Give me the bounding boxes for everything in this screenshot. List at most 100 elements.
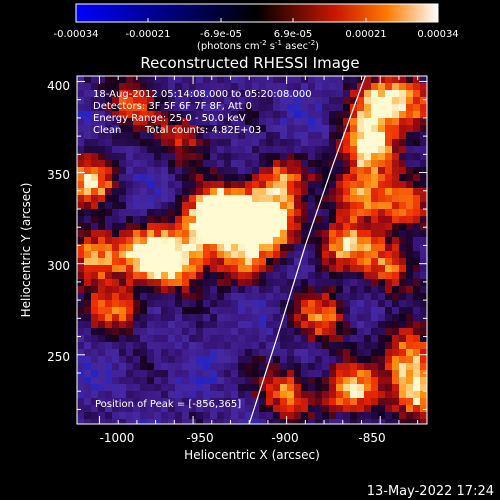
image-pixel [287,97,294,104]
image-pixel [210,307,217,314]
image-pixel [182,167,189,174]
image-pixel [308,146,315,153]
image-pixel [217,153,224,160]
image-pixel [294,160,301,167]
image-pixel [294,370,301,377]
image-pixel [266,412,273,419]
image-pixel [84,83,91,90]
image-pixel [231,272,238,279]
image-pixel [203,328,210,335]
image-pixel [280,104,287,111]
image-pixel [357,202,364,209]
image-pixel [266,307,273,314]
image-pixel [308,125,315,132]
image-pixel [392,384,399,391]
image-pixel [154,293,161,300]
image-pixel [112,181,119,188]
image-pixel [231,174,238,181]
image-pixel [238,251,245,258]
image-pixel [133,118,140,125]
image-pixel [420,237,427,244]
image-pixel [245,237,252,244]
image-pixel [154,132,161,139]
image-pixel [280,139,287,146]
image-pixel [252,76,259,83]
image-pixel [77,83,84,90]
image-pixel [126,195,133,202]
image-pixel [196,104,203,111]
image-pixel [168,391,175,398]
image-pixel [371,251,378,258]
image-pixel [350,125,357,132]
image-pixel [189,188,196,195]
image-pixel [182,328,189,335]
image-pixel [161,412,168,419]
image-pixel [364,111,371,118]
image-pixel [140,370,147,377]
image-pixel [301,300,308,307]
image-pixel [196,251,203,258]
image-pixel [308,167,315,174]
image-pixel [294,139,301,146]
image-pixel [266,104,273,111]
image-pixel [399,90,406,97]
image-pixel [273,286,280,293]
image-pixel [238,349,245,356]
image-pixel [217,391,224,398]
image-pixel [238,90,245,97]
image-pixel [336,258,343,265]
image-pixel [315,300,322,307]
image-pixel [91,300,98,307]
image-pixel [322,83,329,90]
image-pixel [329,104,336,111]
image-pixel [301,76,308,83]
image-pixel [133,377,140,384]
image-pixel [98,314,105,321]
image-pixel [364,153,371,160]
image-pixel [203,349,210,356]
image-pixel [217,363,224,370]
image-pixel [231,321,238,328]
image-pixel [392,237,399,244]
image-pixel [329,342,336,349]
image-pixel [364,272,371,279]
image-pixel [119,90,126,97]
image-pixel [182,237,189,244]
image-pixel [322,139,329,146]
image-pixel [112,349,119,356]
image-pixel [196,167,203,174]
image-pixel [308,265,315,272]
image-pixel [224,83,231,90]
image-pixel [259,167,266,174]
image-pixel [91,223,98,230]
image-pixel [350,391,357,398]
image-pixel [266,335,273,342]
image-pixel [308,307,315,314]
image-pixel [245,216,252,223]
image-pixel [322,223,329,230]
image-pixel [126,90,133,97]
image-pixel [133,125,140,132]
image-pixel [280,419,287,424]
image-pixel [238,377,245,384]
image-pixel [357,398,364,405]
image-pixel [189,90,196,97]
image-pixel [322,160,329,167]
image-pixel [273,118,280,125]
image-pixel [91,76,98,83]
image-pixel [392,146,399,153]
image-pixel [343,181,350,188]
image-pixel [252,139,259,146]
image-pixel [126,153,133,160]
image-pixel [329,321,336,328]
image-pixel [189,146,196,153]
image-pixel [175,160,182,167]
image-pixel [112,83,119,90]
image-pixel [91,279,98,286]
image-pixel [315,342,322,349]
image-pixel [231,223,238,230]
image-pixel [294,111,301,118]
image-pixel [105,349,112,356]
image-pixel [378,83,385,90]
image-pixel [329,349,336,356]
